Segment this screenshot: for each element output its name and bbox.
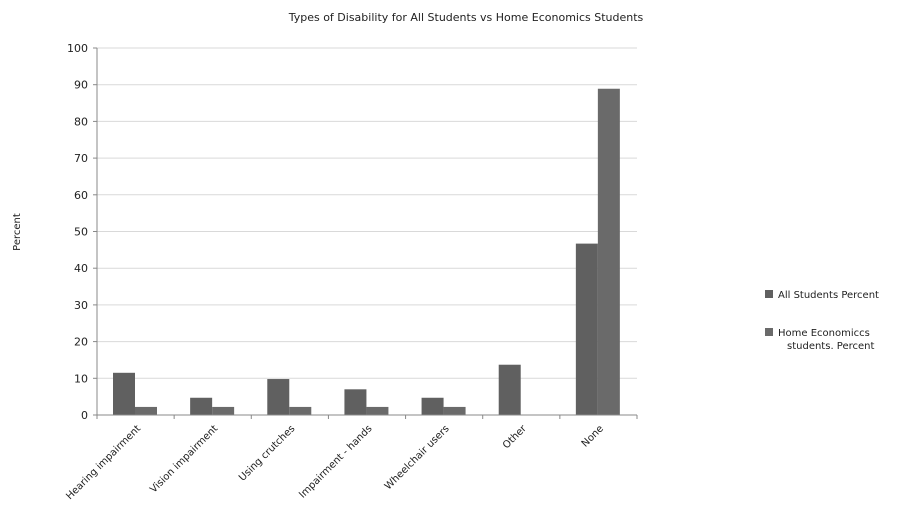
bar-home-economics-0	[135, 406, 157, 415]
y-tick-label: 40	[74, 262, 88, 275]
bar-all-students-6	[575, 243, 598, 415]
y-tick-label: 70	[74, 152, 88, 165]
x-axis-ticks: Hearing impairment Vision impairment Using…	[64, 415, 638, 502]
x-tick-label: Using crutches	[237, 423, 297, 483]
legend-swatch-home-economics	[765, 328, 773, 336]
bar-home-economics-3	[366, 406, 389, 415]
chart-title: Types of Disability for All Students vs …	[288, 11, 644, 24]
y-tick-label: 80	[74, 115, 88, 128]
y-axis-ticks: 0 10 20 30 40 50 60 70 80 90 100	[67, 42, 97, 422]
bar-all-students-4	[421, 397, 444, 415]
y-tick-label: 10	[74, 372, 88, 385]
legend: All Students Percent Home Economiccs stude…	[765, 290, 879, 352]
axes	[96, 48, 637, 416]
y-tick-label: 50	[74, 226, 88, 239]
bar-all-students-3	[344, 389, 367, 415]
bar-home-economics-2	[289, 406, 312, 415]
bar-home-economics-1	[212, 406, 235, 415]
x-tick-label: None	[580, 423, 606, 449]
grid-lines	[97, 47, 637, 379]
bars	[113, 88, 620, 415]
bar-home-economics-4	[443, 406, 466, 415]
bar-all-students-1	[190, 397, 213, 415]
legend-label-all-students: All Students Percent	[778, 290, 879, 301]
x-tick-label: Impairment - hands	[297, 423, 374, 500]
x-tick-label: Hearing impairment	[64, 423, 143, 502]
legend-label-home-economics: Home Economiccs students. Percent	[778, 328, 875, 352]
y-tick-label: 0	[81, 409, 88, 422]
y-axis-label: Percent	[12, 213, 23, 251]
bar-all-students-5	[498, 364, 521, 415]
legend-swatch-all-students	[765, 290, 773, 298]
y-tick-label: 60	[74, 189, 88, 202]
bar-all-students-0	[113, 372, 135, 415]
x-tick-label: Wheelchair users	[383, 423, 452, 492]
y-tick-label: 30	[74, 299, 88, 312]
x-tick-label: Other	[501, 423, 529, 451]
x-tick-label: Vision impairment	[148, 423, 220, 495]
y-tick-label: 20	[74, 336, 88, 349]
bar-home-economics-6	[597, 88, 620, 415]
y-tick-label: 90	[74, 79, 88, 92]
bar-all-students-2	[267, 379, 290, 415]
y-tick-label: 100	[67, 42, 88, 55]
